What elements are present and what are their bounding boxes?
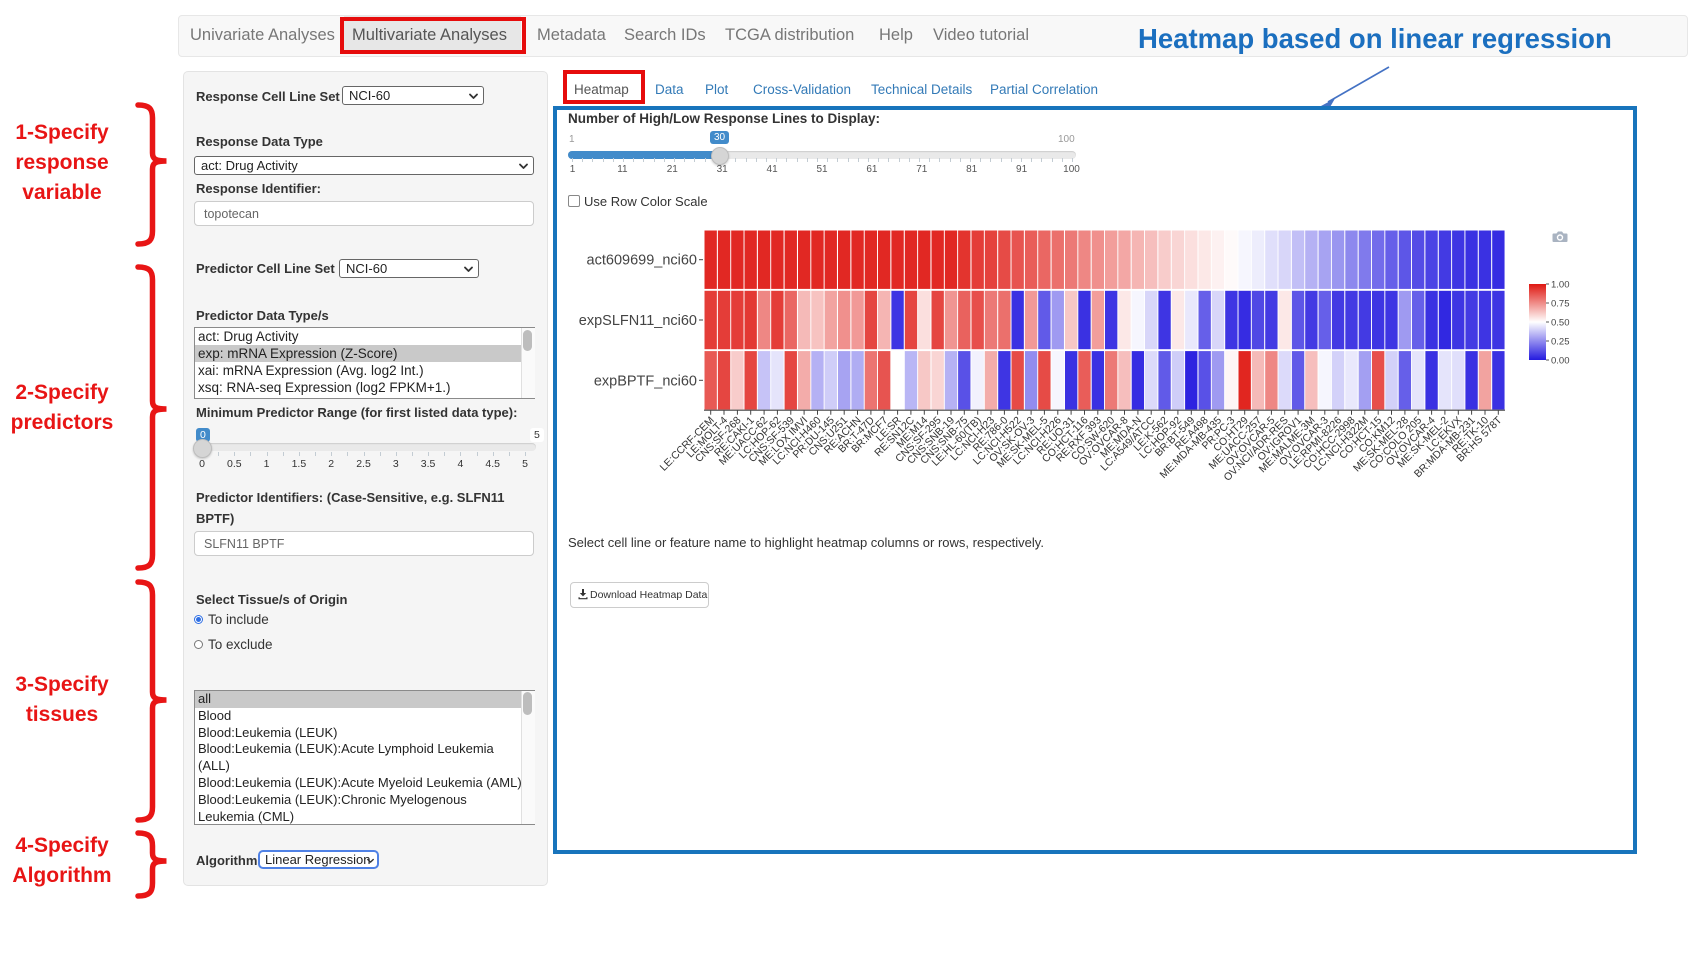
svg-text:act609699_nci60: act609699_nci60 [587,253,697,269]
svg-text:0.50: 0.50 [1551,318,1570,329]
svg-text:expSLFN11_nci60: expSLFN11_nci60 [579,313,697,329]
svg-text:0.75: 0.75 [1551,299,1570,310]
svg-text:0.25: 0.25 [1551,337,1570,348]
svg-text:0.00: 0.00 [1551,356,1570,367]
svg-text:1.00: 1.00 [1551,280,1570,291]
svg-text:expBPTF_nci60: expBPTF_nci60 [594,373,697,389]
